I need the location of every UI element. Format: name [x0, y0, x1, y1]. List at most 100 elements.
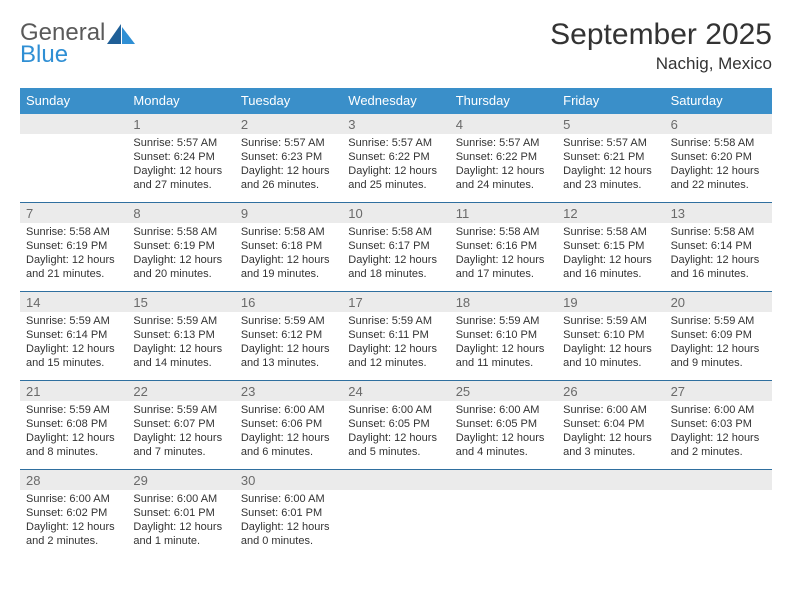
day-body: Sunrise: 5:58 AMSunset: 6:14 PMDaylight:…	[665, 223, 772, 285]
day-line: and 2 minutes.	[26, 534, 121, 548]
day-cell: 14Sunrise: 5:59 AMSunset: 6:14 PMDayligh…	[20, 292, 127, 380]
day-line: Sunset: 6:03 PM	[671, 417, 766, 431]
day-line: Daylight: 12 hours	[456, 342, 551, 356]
day-line: Daylight: 12 hours	[456, 164, 551, 178]
day-line: Sunset: 6:04 PM	[563, 417, 658, 431]
day-body	[665, 490, 772, 550]
day-number: 17	[342, 292, 449, 312]
day-number: 27	[665, 381, 772, 401]
day-number: 8	[127, 203, 234, 223]
day-body	[557, 490, 664, 550]
day-line: Daylight: 12 hours	[671, 342, 766, 356]
day-body: Sunrise: 5:59 AMSunset: 6:11 PMDaylight:…	[342, 312, 449, 374]
day-body: Sunrise: 5:58 AMSunset: 6:19 PMDaylight:…	[127, 223, 234, 285]
day-number	[450, 470, 557, 490]
day-line: Sunset: 6:06 PM	[241, 417, 336, 431]
day-body: Sunrise: 5:58 AMSunset: 6:19 PMDaylight:…	[20, 223, 127, 285]
day-line: Sunrise: 6:00 AM	[563, 403, 658, 417]
day-cell	[450, 470, 557, 558]
day-line: Sunset: 6:12 PM	[241, 328, 336, 342]
day-line: Sunset: 6:13 PM	[133, 328, 228, 342]
day-line: and 6 minutes.	[241, 445, 336, 459]
day-cell: 6Sunrise: 5:58 AMSunset: 6:20 PMDaylight…	[665, 114, 772, 202]
day-line: Sunrise: 6:00 AM	[456, 403, 551, 417]
day-cell: 1Sunrise: 5:57 AMSunset: 6:24 PMDaylight…	[127, 114, 234, 202]
week-row: 28Sunrise: 6:00 AMSunset: 6:02 PMDayligh…	[20, 470, 772, 558]
day-body: Sunrise: 5:58 AMSunset: 6:20 PMDaylight:…	[665, 134, 772, 196]
day-line: and 11 minutes.	[456, 356, 551, 370]
day-line: Sunrise: 5:58 AM	[241, 225, 336, 239]
day-body: Sunrise: 6:00 AMSunset: 6:05 PMDaylight:…	[342, 401, 449, 463]
day-body: Sunrise: 5:59 AMSunset: 6:08 PMDaylight:…	[20, 401, 127, 463]
day-number	[665, 470, 772, 490]
day-body: Sunrise: 5:58 AMSunset: 6:17 PMDaylight:…	[342, 223, 449, 285]
day-line: Sunset: 6:07 PM	[133, 417, 228, 431]
calendar-grid: Sunday Monday Tuesday Wednesday Thursday…	[20, 88, 772, 558]
day-number: 5	[557, 114, 664, 134]
day-cell: 2Sunrise: 5:57 AMSunset: 6:23 PMDaylight…	[235, 114, 342, 202]
day-number	[342, 470, 449, 490]
day-body: Sunrise: 6:00 AMSunset: 6:06 PMDaylight:…	[235, 401, 342, 463]
day-line: Sunset: 6:14 PM	[671, 239, 766, 253]
day-line: Sunset: 6:14 PM	[26, 328, 121, 342]
day-cell: 16Sunrise: 5:59 AMSunset: 6:12 PMDayligh…	[235, 292, 342, 380]
day-line: Sunset: 6:19 PM	[26, 239, 121, 253]
day-line: Daylight: 12 hours	[348, 431, 443, 445]
day-line: Sunrise: 5:58 AM	[348, 225, 443, 239]
day-body	[450, 490, 557, 550]
day-line: Daylight: 12 hours	[456, 431, 551, 445]
day-cell: 18Sunrise: 5:59 AMSunset: 6:10 PMDayligh…	[450, 292, 557, 380]
day-cell: 3Sunrise: 5:57 AMSunset: 6:22 PMDaylight…	[342, 114, 449, 202]
day-body: Sunrise: 5:59 AMSunset: 6:07 PMDaylight:…	[127, 401, 234, 463]
day-number: 1	[127, 114, 234, 134]
day-line: Daylight: 12 hours	[671, 253, 766, 267]
day-cell: 30Sunrise: 6:00 AMSunset: 6:01 PMDayligh…	[235, 470, 342, 558]
day-line: Sunset: 6:17 PM	[348, 239, 443, 253]
day-cell: 9Sunrise: 5:58 AMSunset: 6:18 PMDaylight…	[235, 203, 342, 291]
day-number: 9	[235, 203, 342, 223]
day-line: Sunset: 6:08 PM	[26, 417, 121, 431]
day-line: and 26 minutes.	[241, 178, 336, 192]
week-row: 7Sunrise: 5:58 AMSunset: 6:19 PMDaylight…	[20, 203, 772, 292]
brand-word2: Blue	[20, 41, 68, 68]
day-cell: 25Sunrise: 6:00 AMSunset: 6:05 PMDayligh…	[450, 381, 557, 469]
day-line: and 12 minutes.	[348, 356, 443, 370]
day-number: 6	[665, 114, 772, 134]
day-line: Sunset: 6:22 PM	[348, 150, 443, 164]
day-line: Sunset: 6:21 PM	[563, 150, 658, 164]
day-body: Sunrise: 6:00 AMSunset: 6:03 PMDaylight:…	[665, 401, 772, 463]
day-header-sun: Sunday	[20, 88, 127, 114]
day-line: Sunset: 6:19 PM	[133, 239, 228, 253]
day-line: Sunrise: 6:00 AM	[133, 492, 228, 506]
day-line: Sunrise: 5:58 AM	[456, 225, 551, 239]
day-line: Sunset: 6:10 PM	[563, 328, 658, 342]
brand-logo: General Blue	[20, 18, 135, 65]
day-line: and 4 minutes.	[456, 445, 551, 459]
day-cell: 17Sunrise: 5:59 AMSunset: 6:11 PMDayligh…	[342, 292, 449, 380]
day-line: Sunrise: 5:59 AM	[671, 314, 766, 328]
day-line: and 0 minutes.	[241, 534, 336, 548]
day-number: 19	[557, 292, 664, 312]
day-line: Sunset: 6:23 PM	[241, 150, 336, 164]
day-header-tue: Tuesday	[235, 88, 342, 114]
day-line: Daylight: 12 hours	[348, 342, 443, 356]
day-line: Sunrise: 5:58 AM	[671, 136, 766, 150]
day-number: 15	[127, 292, 234, 312]
day-number: 18	[450, 292, 557, 312]
day-body: Sunrise: 5:59 AMSunset: 6:09 PMDaylight:…	[665, 312, 772, 374]
day-cell: 5Sunrise: 5:57 AMSunset: 6:21 PMDaylight…	[557, 114, 664, 202]
day-body	[342, 490, 449, 550]
day-line: and 16 minutes.	[563, 267, 658, 281]
day-cell	[20, 114, 127, 202]
day-body: Sunrise: 5:58 AMSunset: 6:16 PMDaylight:…	[450, 223, 557, 285]
day-line: Daylight: 12 hours	[563, 164, 658, 178]
day-line: and 18 minutes.	[348, 267, 443, 281]
day-line: and 8 minutes.	[26, 445, 121, 459]
day-line: Sunset: 6:16 PM	[456, 239, 551, 253]
day-number: 4	[450, 114, 557, 134]
day-line: Sunset: 6:15 PM	[563, 239, 658, 253]
day-body: Sunrise: 6:00 AMSunset: 6:05 PMDaylight:…	[450, 401, 557, 463]
day-line: Daylight: 12 hours	[26, 342, 121, 356]
day-body: Sunrise: 6:00 AMSunset: 6:01 PMDaylight:…	[235, 490, 342, 552]
day-line: Sunrise: 5:57 AM	[241, 136, 336, 150]
